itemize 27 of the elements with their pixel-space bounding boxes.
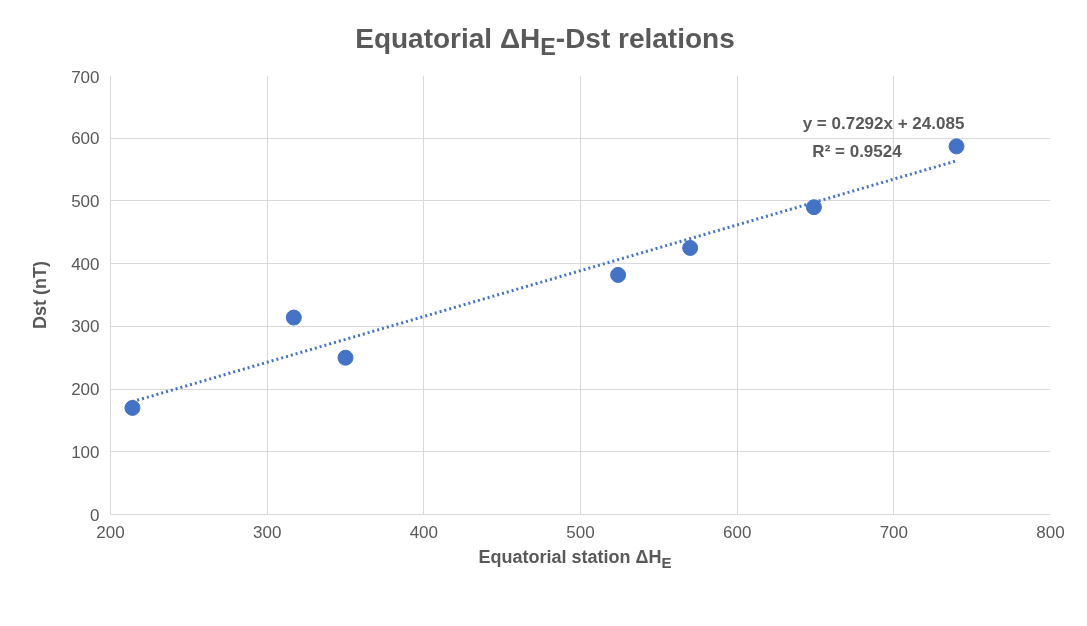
point bbox=[682, 239, 699, 256]
point bbox=[337, 349, 354, 366]
y-axis-title: Dst (nT) bbox=[30, 261, 51, 329]
x-tick-label: 500 bbox=[566, 522, 595, 542]
point bbox=[948, 138, 965, 155]
y-tick-label: 200 bbox=[71, 380, 100, 400]
x-tick-label: 300 bbox=[252, 522, 282, 542]
y-tick-label: 600 bbox=[71, 129, 100, 149]
y-tick-label: 500 bbox=[71, 191, 100, 211]
x-tick-label: 700 bbox=[879, 522, 909, 542]
annotation: R² = 0.9524 bbox=[812, 142, 903, 162]
point bbox=[124, 399, 141, 416]
x-tick-label: 400 bbox=[409, 522, 439, 542]
y-tick-label: 0 bbox=[90, 505, 100, 525]
x-tick-label: 200 bbox=[96, 522, 125, 542]
x-tick-label: 800 bbox=[1036, 522, 1065, 542]
point bbox=[285, 309, 302, 326]
point bbox=[610, 266, 627, 283]
x-axis-title: Equatorial station ΔH$_{E}$ bbox=[478, 546, 672, 573]
y-tick-label: 400 bbox=[71, 254, 100, 274]
point bbox=[805, 199, 822, 216]
y-tick-label: 100 bbox=[71, 442, 100, 462]
y-tick-label: 700 bbox=[71, 67, 100, 87]
chart-title: Equatorial ΔH$_{E}$-Dst relations bbox=[355, 22, 735, 62]
annotation: y = 0.7292x + 24.085 bbox=[802, 114, 965, 134]
y-tick-label: 300 bbox=[71, 317, 100, 337]
x-tick-label: 600 bbox=[722, 522, 752, 542]
